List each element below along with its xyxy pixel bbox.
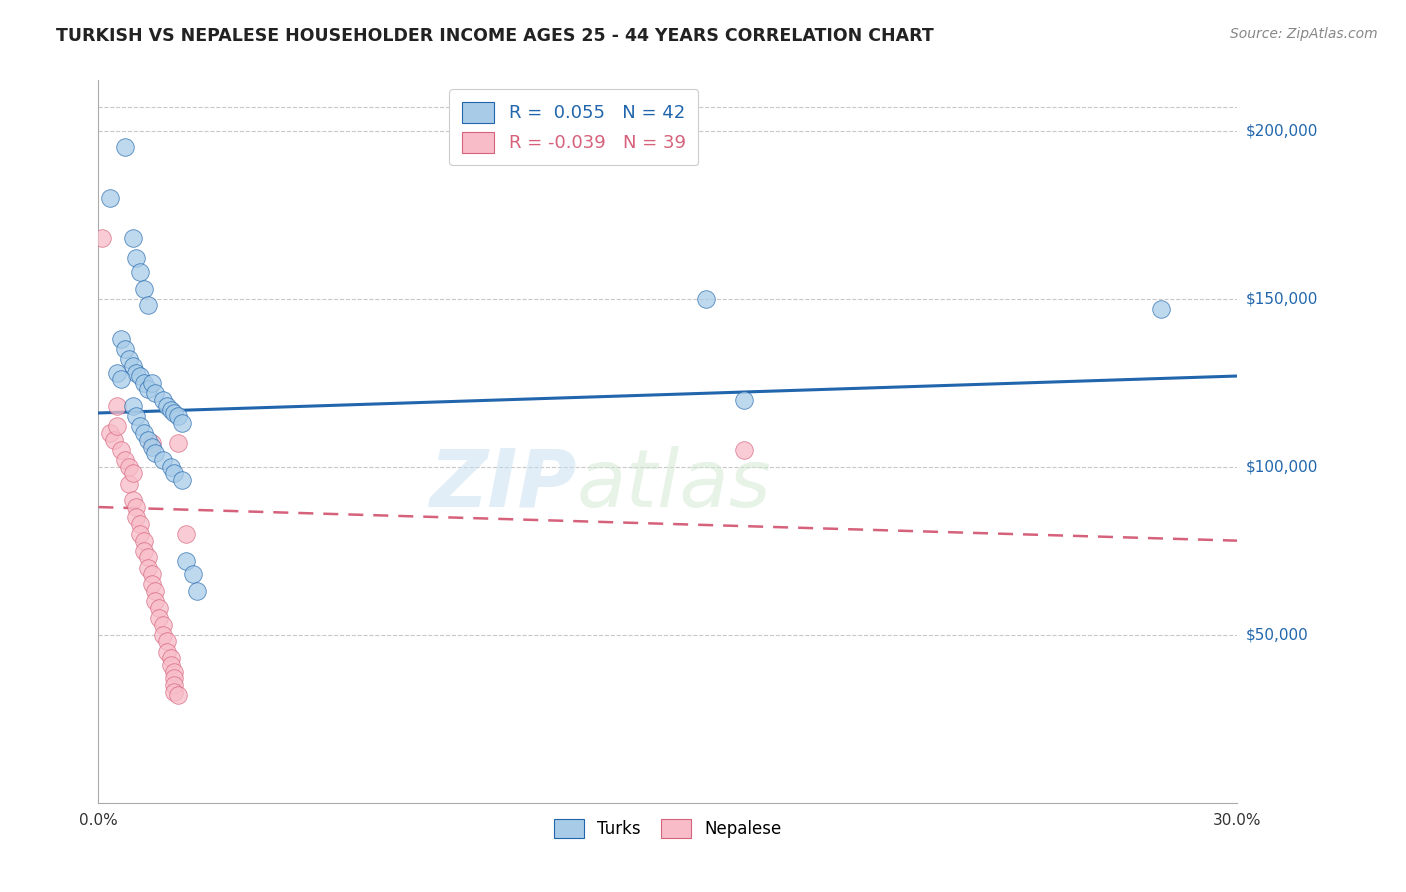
Point <box>125 500 148 514</box>
Point <box>129 265 152 279</box>
Point <box>141 376 163 390</box>
Point <box>163 406 186 420</box>
Point <box>110 372 132 386</box>
Point <box>167 688 190 702</box>
Point <box>141 577 163 591</box>
Point <box>163 678 186 692</box>
Point <box>125 252 148 266</box>
Point <box>136 560 159 574</box>
Point <box>145 584 167 599</box>
Point <box>145 385 167 400</box>
Text: $100,000: $100,000 <box>1246 459 1317 475</box>
Point <box>1150 301 1173 316</box>
Point <box>183 567 205 582</box>
Point <box>159 402 181 417</box>
Point <box>121 467 143 481</box>
Text: $200,000: $200,000 <box>1246 123 1317 138</box>
Text: Source: ZipAtlas.com: Source: ZipAtlas.com <box>1230 27 1378 41</box>
Point <box>132 376 155 390</box>
Point <box>132 543 155 558</box>
Point <box>733 392 755 407</box>
Point <box>152 392 174 407</box>
Point <box>170 473 193 487</box>
Point <box>132 533 155 548</box>
Point <box>129 369 152 384</box>
Point <box>129 527 152 541</box>
Point <box>148 600 170 615</box>
Point <box>132 282 155 296</box>
Point <box>118 352 141 367</box>
Point <box>125 409 148 424</box>
Point <box>152 617 174 632</box>
Point <box>110 332 132 346</box>
Point <box>114 342 136 356</box>
Text: TURKISH VS NEPALESE HOUSEHOLDER INCOME AGES 25 - 44 YEARS CORRELATION CHART: TURKISH VS NEPALESE HOUSEHOLDER INCOME A… <box>56 27 934 45</box>
Point <box>129 419 152 434</box>
Text: atlas: atlas <box>576 446 772 524</box>
Point <box>98 426 121 441</box>
Point <box>121 359 143 373</box>
Point <box>132 426 155 441</box>
Point <box>118 476 141 491</box>
Point <box>163 685 186 699</box>
Point <box>110 442 132 457</box>
Point <box>141 567 163 582</box>
Point <box>136 550 159 565</box>
Point <box>159 459 181 474</box>
Text: ZIP: ZIP <box>429 446 576 524</box>
Point <box>121 231 143 245</box>
Point <box>91 231 114 245</box>
Point <box>186 584 208 599</box>
Text: $150,000: $150,000 <box>1246 291 1317 306</box>
Point <box>170 416 193 430</box>
Point <box>121 399 143 413</box>
Point <box>163 672 186 686</box>
Point <box>107 399 129 413</box>
Legend: Turks, Nepalese: Turks, Nepalese <box>547 813 789 845</box>
Point <box>145 446 167 460</box>
Point <box>118 459 141 474</box>
Point <box>136 383 159 397</box>
Point <box>148 611 170 625</box>
Point <box>156 644 179 658</box>
Text: $50,000: $50,000 <box>1246 627 1309 642</box>
Point <box>129 516 152 531</box>
Point <box>125 366 148 380</box>
Point <box>159 651 181 665</box>
Point <box>107 366 129 380</box>
Point <box>174 527 197 541</box>
Point <box>163 665 186 679</box>
Point <box>156 399 179 413</box>
Point <box>167 436 190 450</box>
Point <box>121 493 143 508</box>
Point <box>695 292 717 306</box>
Point <box>107 419 129 434</box>
Point <box>141 440 163 454</box>
Point <box>145 594 167 608</box>
Point <box>125 510 148 524</box>
Point <box>163 467 186 481</box>
Point <box>159 658 181 673</box>
Point <box>141 436 163 450</box>
Point <box>114 140 136 154</box>
Point <box>98 191 121 205</box>
Point <box>167 409 190 424</box>
Point <box>733 442 755 457</box>
Point <box>152 628 174 642</box>
Point <box>136 433 159 447</box>
Point <box>174 554 197 568</box>
Point <box>152 453 174 467</box>
Point <box>136 298 159 312</box>
Point <box>103 433 125 447</box>
Point <box>114 453 136 467</box>
Point <box>156 634 179 648</box>
